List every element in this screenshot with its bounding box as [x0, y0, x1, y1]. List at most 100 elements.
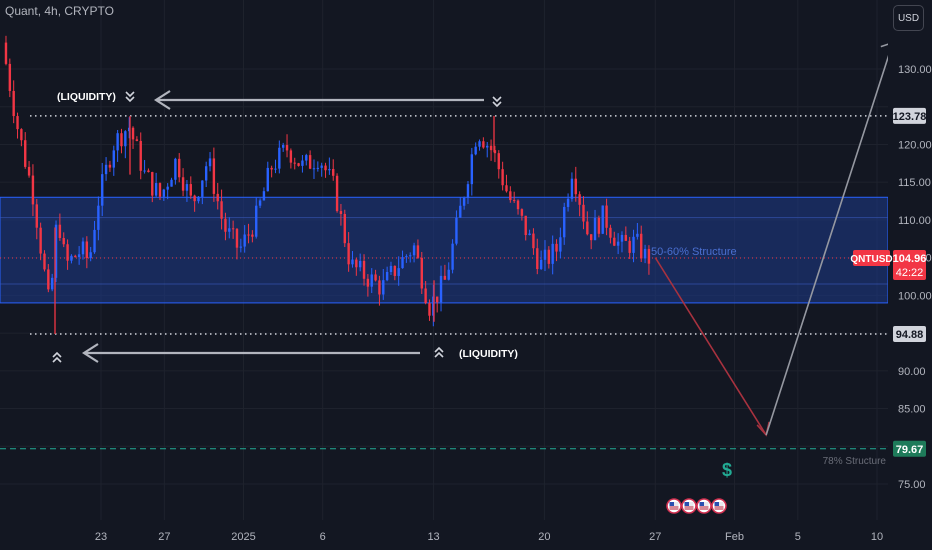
y-tick-label: 110.00: [898, 215, 931, 227]
candle-body: [501, 169, 504, 186]
x-tick-label: 27: [158, 531, 170, 543]
candle-body: [358, 260, 362, 268]
candle-body: [274, 168, 277, 170]
candle-body: [335, 175, 339, 212]
x-tick-label: 5: [795, 531, 801, 543]
projection-up-arrow: [765, 42, 894, 436]
x-tick-label: 13: [427, 531, 439, 543]
candle-body: [505, 185, 508, 192]
candle-body: [640, 233, 643, 259]
candle-body: [624, 234, 628, 241]
x-tick-label: 6: [320, 531, 326, 543]
flag-canton: [669, 502, 674, 506]
liquidity-top-label: (LIQUIDITY): [57, 91, 116, 103]
candle-body: [347, 243, 350, 265]
candle-body: [81, 241, 85, 255]
candle-body: [497, 153, 500, 170]
candle-body: [305, 155, 308, 161]
candle-body: [97, 205, 100, 230]
candle-body: [647, 248, 651, 264]
candle-body: [586, 221, 589, 235]
candle-body: [27, 166, 31, 176]
candle-body: [224, 218, 227, 232]
double-chevron-up-icon: [52, 351, 62, 363]
candle-body: [532, 233, 535, 249]
candle-body: [258, 200, 262, 206]
candle-body: [293, 162, 296, 164]
candle-body: [597, 217, 601, 234]
candle-body: [231, 228, 235, 230]
level-label-target-box: [893, 440, 926, 457]
chevron: [492, 101, 502, 108]
candle-body: [93, 229, 96, 253]
candle-body: [643, 248, 647, 259]
candle-body: [74, 255, 77, 258]
candle-body: [16, 116, 19, 130]
flag-canton: [684, 502, 689, 506]
candle-body: [228, 228, 231, 232]
candle-body: [324, 165, 327, 171]
flag-canton: [714, 502, 719, 506]
candle-body: [50, 277, 54, 290]
candle-body: [47, 269, 50, 290]
candle-body: [235, 228, 239, 248]
chevron: [125, 96, 135, 103]
candle-body: [416, 245, 420, 258]
candle-body: [116, 133, 119, 151]
y-tick-label: 75.00: [898, 479, 926, 491]
candle-body: [285, 145, 289, 151]
candle-body: [147, 170, 150, 173]
candle-body: [405, 256, 408, 258]
us-flag-event-icon: [666, 498, 682, 514]
candle-body: [24, 140, 27, 167]
candle-body: [536, 248, 539, 269]
target-level-label: 78% Structure: [823, 456, 887, 467]
candle-body: [101, 174, 104, 206]
level-label-high-box: [893, 107, 926, 124]
candle-body: [178, 158, 181, 178]
candle-body: [370, 274, 373, 287]
candle-body: [332, 168, 335, 176]
currency-button[interactable]: USD: [893, 5, 924, 31]
candle-body: [393, 265, 397, 276]
candle-body: [516, 200, 520, 210]
candle-body: [539, 259, 543, 269]
candle-body: [54, 224, 58, 278]
candle-body: [212, 158, 216, 194]
candle-body: [262, 191, 266, 201]
y-tick-label: 120.00: [898, 139, 932, 151]
candle-body: [170, 179, 173, 187]
candle-body: [524, 215, 527, 236]
candle-body: [39, 227, 42, 254]
candle-body: [628, 240, 631, 253]
candle-body: [509, 191, 512, 201]
candle-body: [385, 272, 389, 281]
candle-body: [31, 175, 35, 205]
us-flag-event-icon: [696, 498, 712, 514]
candle-body: [459, 205, 462, 218]
candle-body: [328, 168, 331, 171]
candle-body: [589, 234, 593, 241]
candle-body: [12, 90, 15, 117]
candle-body: [166, 186, 169, 190]
candle-body: [251, 234, 254, 237]
candle-body: [443, 275, 447, 280]
candle-body: [112, 150, 115, 168]
symbol-tag-box: [853, 249, 890, 266]
current-price-label-box: [893, 249, 926, 280]
candle-body: [20, 129, 23, 141]
candle-body: [470, 154, 474, 185]
candle-body: [455, 217, 458, 244]
candle-body: [605, 205, 608, 228]
candle-body: [593, 217, 597, 241]
candle-body: [362, 260, 366, 279]
candle-body: [439, 275, 443, 303]
candle-body: [397, 268, 400, 276]
annotations: (LIQUIDITY) (LIQUIDITY) $: [52, 41, 895, 514]
candle-body: [520, 209, 524, 216]
double-chevron-down-icon: [492, 96, 502, 108]
structure-zone-label: 50-60% Structure: [651, 246, 737, 258]
candle-body: [428, 303, 431, 316]
candle-body: [478, 141, 481, 147]
